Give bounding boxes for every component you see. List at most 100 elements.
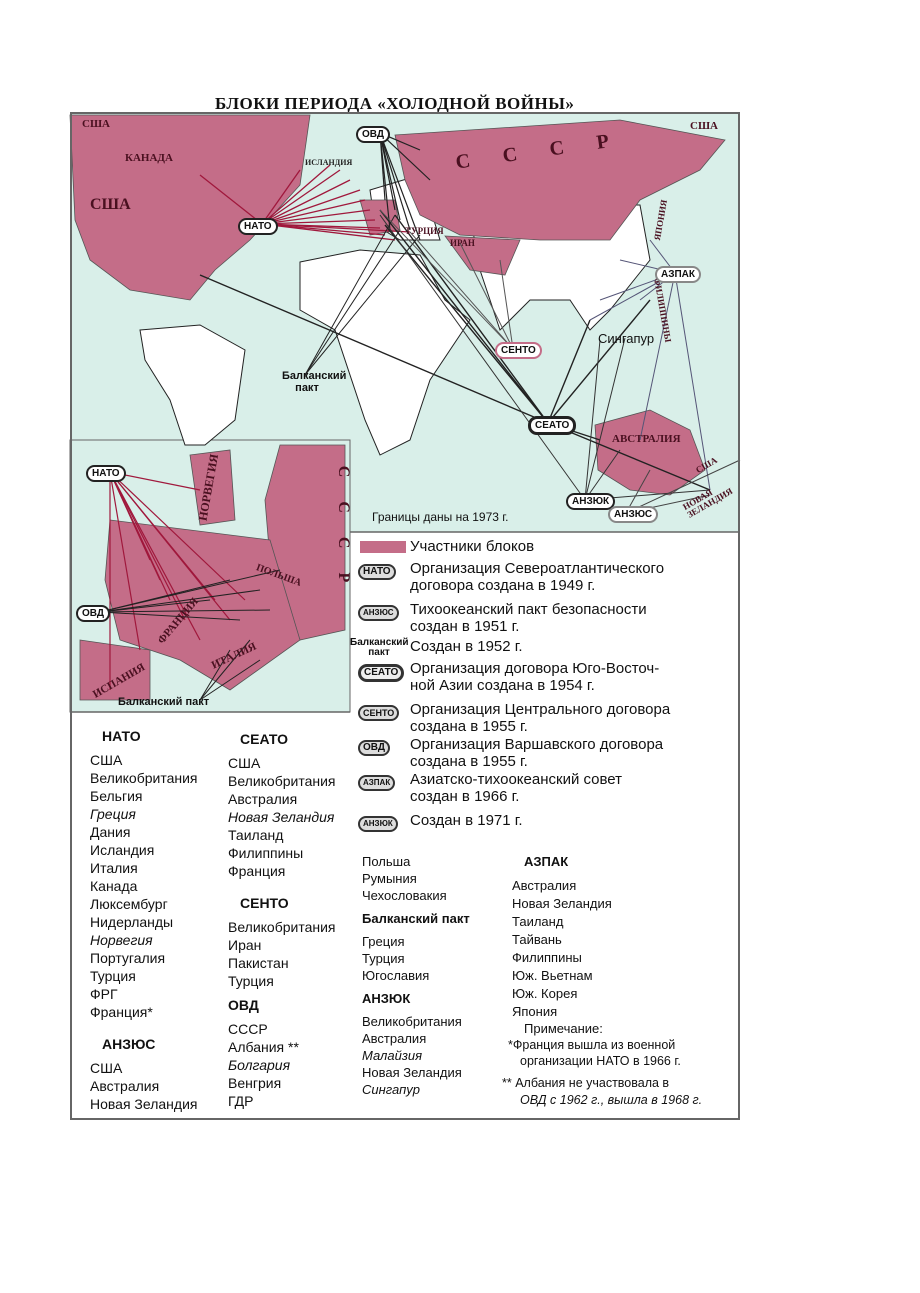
badge-seato: СЕАТО (528, 416, 577, 435)
list-member: Венгрия (228, 1075, 282, 1091)
inset-ovd-link-line (99, 599, 211, 613)
anzuk-link-line (584, 449, 621, 501)
inset-badge-nato: НАТО (86, 465, 126, 482)
list-member: Таиланд (512, 914, 564, 929)
list-heading-sento: СЕНТО (240, 895, 289, 911)
label-singapore: Сингапур (598, 331, 655, 346)
list-member: ГДР (228, 1093, 254, 1109)
sento-link-line (459, 242, 514, 350)
ovd-link-line (379, 132, 421, 241)
list-member: Филиппины (228, 845, 304, 861)
nato-link-line (261, 223, 411, 233)
legend-text: создан в 1966 г. (410, 788, 520, 805)
list-member: Великобритания (228, 919, 336, 935)
land-south-america (139, 324, 246, 446)
seato-link-line (547, 422, 711, 491)
inset-balkan-link-line (199, 639, 251, 701)
list-heading-balkan: Балканский пакт (362, 911, 470, 926)
inset-ovd-link-line (99, 589, 261, 613)
member-region-inset-europe (104, 519, 301, 691)
list-column-2: СЕАТО США Великобритания Австралия Новая Зел… (228, 730, 336, 1110)
seato-link-line (379, 209, 549, 424)
legend-text: Тихоокеанский пакт безопасности (410, 601, 647, 618)
list-member: Франция* (90, 1004, 153, 1020)
legend-badge: ОВД (358, 740, 390, 756)
list-member: Португалия (90, 950, 166, 966)
list-member: ФРГ (90, 986, 118, 1002)
list-member: Италия (90, 860, 138, 876)
legend-badge: СЕАТО (358, 664, 405, 682)
list-member: Нидерланды (90, 914, 174, 930)
label-usa: США (90, 196, 131, 213)
label-balkan-pact: Балканский пакт (282, 370, 347, 394)
legend-text: ной Азии создана в 1954 г. (410, 677, 595, 694)
list-member: Албания ** (228, 1039, 299, 1055)
list-heading-nato: НАТО (102, 728, 141, 744)
anzus-link-line (625, 459, 741, 514)
nato-link-line (261, 169, 341, 225)
list-member: Польша (362, 854, 411, 869)
label-iceland: ИСЛАНДИЯ (305, 158, 353, 167)
inset-label-ussr: С С С Р (335, 465, 353, 593)
list-member: Австралия (512, 878, 577, 893)
map-frame (70, 112, 740, 1120)
legend-text: создан в 1951 г. (410, 618, 520, 635)
land-africa (299, 249, 471, 456)
label-turkey: ТУРЦИЯ (405, 226, 444, 236)
badge-anzus: АНЗЮС (608, 506, 659, 523)
nato-link-line (261, 169, 301, 225)
list-member: Юж. Вьетнам (512, 968, 593, 983)
list-member: США (228, 755, 261, 771)
borders-note: Границы даны на 1973 г. (372, 510, 509, 524)
list-member: Новая Зеландия (90, 1096, 198, 1112)
legend-badge: СЕНТО (358, 705, 400, 721)
inset-ovd-link-line (99, 609, 271, 613)
sento-link-line (499, 259, 514, 350)
seato-link-line (547, 319, 591, 424)
inset-label-balkan-pact: Балканский пакт (118, 696, 210, 708)
list-member: Тайвань (512, 932, 562, 947)
ovd-link-line (379, 132, 431, 181)
azpak-link-line (639, 272, 676, 441)
seato-link-line (547, 299, 651, 424)
badge-sento: СЕНТО (495, 342, 542, 359)
list-member: Турция (362, 951, 405, 966)
nato-link-line (261, 199, 366, 225)
seato-link-line (394, 214, 549, 424)
inset-ovd-link-line (99, 611, 241, 621)
nato-link-line (261, 219, 376, 225)
list-member: Югославия (362, 968, 430, 983)
inset-ovd-link-line (99, 569, 281, 613)
list-column-1: НАТО США Великобритания Бельгия Греция Дания И… (90, 727, 198, 1113)
nato-link-line (199, 174, 263, 225)
list-member: Малайзия (362, 1048, 423, 1063)
list-member: Великобритания (228, 773, 336, 789)
legend-badge: АНЗЮК (358, 816, 398, 832)
legend-members-text: Участники блоков (410, 538, 535, 555)
nato-link-line (261, 189, 361, 225)
list-member: Греция (362, 934, 405, 949)
sento-link-line (379, 209, 514, 350)
member-region-ussr (394, 119, 726, 241)
member-region-inset-iberia (79, 639, 151, 701)
note-1-line-2: организации НАТО в 1966 г. (520, 1054, 681, 1068)
legend-text: создана в 1955 г. (410, 718, 528, 735)
legend-text: Азиатско-тихоокеанский совет (410, 771, 623, 788)
list-member: СССР (228, 1021, 268, 1037)
legend-text: Организация Североатлантического (410, 560, 665, 577)
list-heading-anzuk: АНЗЮК (362, 991, 411, 1006)
note-2-line-1: ** Албания не участвовала в (502, 1076, 670, 1090)
legend-text: создана в 1955 г. (410, 753, 528, 770)
list-heading-azpak: АЗПАК (524, 854, 569, 869)
note-2-line-2: ОВД с 1962 г., вышла в 1968 г. (520, 1093, 703, 1107)
inset-nato-link-line (109, 471, 231, 621)
list-member: Турция (228, 973, 274, 989)
list-member: Австралия (228, 791, 298, 807)
legend-text: Организация договора Юго-Восточ- (410, 660, 660, 677)
inset-balkan-link-line (199, 649, 231, 701)
list-member: Новая Зеландия (512, 896, 612, 911)
ovd-link-line (379, 132, 401, 221)
list-column-4: АЗПАК Австралия Новая Зеландия Таиланд Тайва… (512, 853, 612, 1021)
label-iran: ИРАН (450, 238, 475, 248)
